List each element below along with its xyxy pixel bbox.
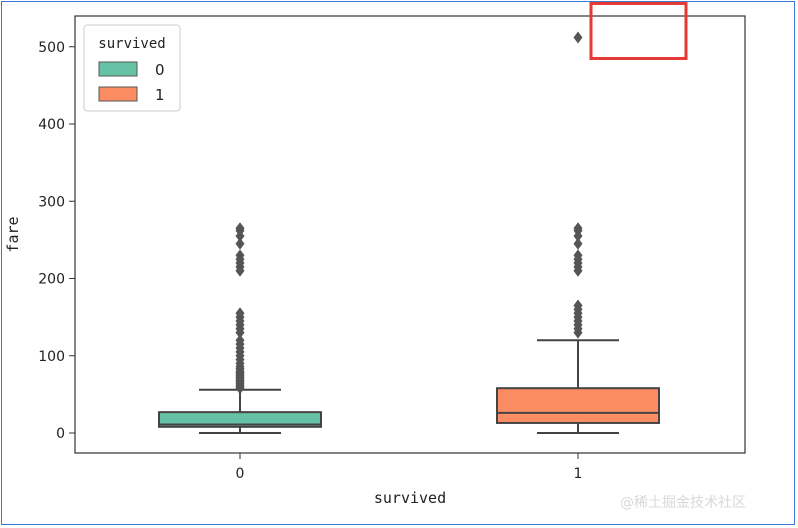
plot-area [74,15,746,454]
x-tick-label: 0 [236,466,245,482]
legend: survived 0 1 [83,24,181,112]
annotations-layer [589,1,688,60]
legend-label: 0 [155,61,165,79]
y-axis-label: fare [4,216,22,252]
outlier-point [235,307,245,320]
outlier-point [573,237,583,250]
legend-label: 1 [155,86,165,104]
outlier-point [235,222,245,235]
outlier-point [573,222,583,235]
outlier-point [573,299,583,312]
y-axis: 0 100 200 300 400 500 [38,40,75,442]
y-tick-label: 100 [38,349,65,365]
box-iqr [496,387,660,424]
y-tick-label: 300 [38,194,65,210]
y-tick-label: 0 [56,426,65,442]
legend-swatch [98,86,138,102]
y-tick-label: 200 [38,272,65,288]
outlier-point [235,334,245,347]
outlier-point [573,249,583,262]
box-series-0 [158,222,322,434]
outlier-point [235,237,245,250]
box-series-1 [496,31,660,434]
y-tick-label: 500 [38,40,65,56]
legend-title: survived [98,36,165,52]
watermark: @稀土掘金技术社区 [620,495,746,511]
legend-swatch [98,61,138,77]
box-iqr [158,411,322,428]
y-tick-label: 400 [38,117,65,133]
outlier-point [573,31,583,44]
boxes-layer [158,31,660,434]
x-axis-label: survived [374,489,446,507]
x-tick-label: 1 [574,466,583,482]
highlight-box [589,1,688,60]
outlier-point [235,249,245,262]
